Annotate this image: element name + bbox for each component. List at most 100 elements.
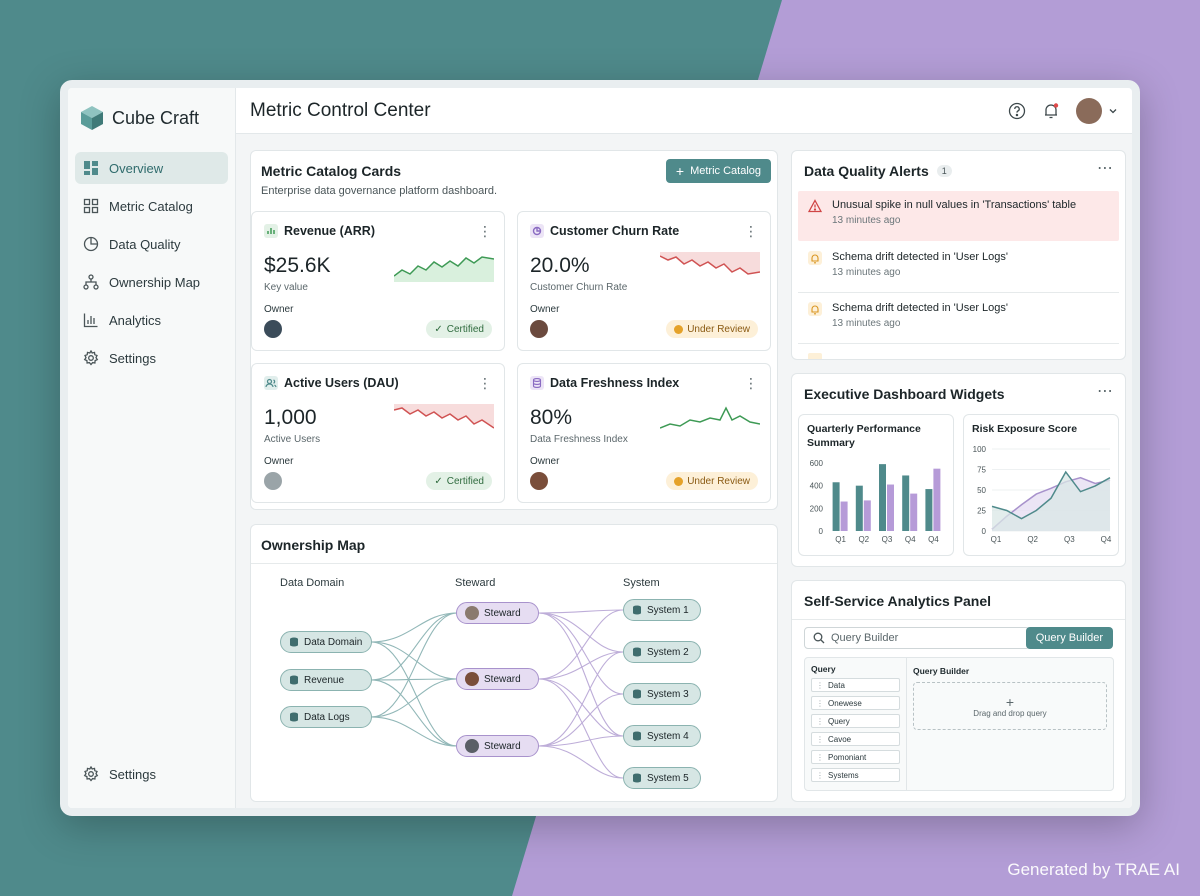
quarterly-performance-widget[interactable]: Quarterly Performance Summary 0 200 400 600… <box>798 414 954 556</box>
kebab-menu-icon[interactable]: ⋮ <box>478 375 492 391</box>
executive-widgets-panel: Executive Dashboard Widgets ⋯ Quarterly … <box>791 373 1126 567</box>
query-list-header: Query <box>811 664 836 674</box>
card-title: Revenue (ARR) <box>284 224 375 238</box>
query-list: Query ⋮ Data ⋮ Onewese ⋮ Query ⋮ Cavoe ⋮ Pomo… <box>805 658 907 790</box>
domain-node[interactable]: Data Domain <box>280 631 372 653</box>
domain-node[interactable]: Data Logs <box>280 706 372 728</box>
warning-triangle-icon <box>808 199 822 213</box>
query-item-label: Cavoe <box>828 734 852 744</box>
sidebar-item-settings[interactable]: Settings <box>75 342 228 374</box>
x-tick-label: Q4 <box>905 535 916 544</box>
query-item[interactable]: ⋮ Data <box>811 678 900 692</box>
drop-zone[interactable]: + Drag and drop query <box>913 682 1107 730</box>
drag-handle-icon: ⋮ <box>816 698 824 708</box>
kebab-menu-icon[interactable]: ⋮ <box>478 223 492 239</box>
sidebar-item-settings-bottom[interactable]: Settings <box>75 758 229 790</box>
sidebar-item-label: Overview <box>109 160 164 176</box>
drag-handle-icon: ⋮ <box>816 752 824 762</box>
alert-text: Schema drift detected in 'User Logs' <box>832 251 1009 263</box>
widget-title: Quarterly Performance Summary <box>807 423 921 449</box>
steward-node[interactable]: Steward <box>456 602 539 624</box>
owner-avatar[interactable] <box>530 320 548 338</box>
alert-item-error[interactable]: Unusual spike in null values in 'Transac… <box>798 191 1119 241</box>
bar-chart-icon <box>83 313 98 328</box>
query-item[interactable]: ⋮ Onewese <box>811 696 900 710</box>
bell-icon <box>808 302 822 316</box>
sparkline-up <box>660 406 760 429</box>
check-icon: ✓ <box>434 475 443 487</box>
query-item[interactable]: ⋮ Systems <box>811 768 900 782</box>
metric-card-revenue[interactable]: Revenue (ARR) ⋮ $25.6K Key value Owner ✓… <box>251 211 505 351</box>
alert-item-warning[interactable]: Schema drift detected in 'User Logs' 13 … <box>798 243 1119 293</box>
bar <box>832 482 840 531</box>
plus-icon: + <box>1005 693 1015 710</box>
bell-icon[interactable] <box>1042 102 1060 120</box>
bar <box>933 468 941 531</box>
more-options-icon[interactable]: ⋯ <box>1097 383 1113 400</box>
risk-exposure-widget[interactable]: Risk Exposure Score 0 25 50 75 100 Q1 Q2 Q3 Q4 <box>963 414 1119 556</box>
query-item[interactable]: ⋮ Query <box>811 714 900 728</box>
area-fill <box>992 471 1110 531</box>
sidebar-item-metric-catalog[interactable]: Metric Catalog <box>75 190 228 222</box>
ownership-map-panel: Ownership Map Data Domain Steward System <box>250 524 778 802</box>
user-menu[interactable] <box>1076 97 1118 124</box>
node-label: Steward <box>484 607 521 619</box>
owner-avatar[interactable] <box>264 472 282 490</box>
alert-time: 13 minutes ago <box>832 318 901 329</box>
metric-card-active-users[interactable]: Active Users (DAU) ⋮ 1,000 Active Users … <box>251 363 505 503</box>
more-options-icon[interactable]: ⋯ <box>1097 160 1113 177</box>
steward-node[interactable]: Steward <box>456 668 539 690</box>
kebab-menu-icon[interactable]: ⋮ <box>744 223 758 239</box>
sidebar-item-data-quality[interactable]: Data Quality <box>75 228 228 260</box>
top-actions <box>1008 97 1118 124</box>
query-item-label: Query <box>828 716 850 726</box>
owner-avatar[interactable] <box>530 472 548 490</box>
query-item[interactable]: ⋮ Pomoniant <box>811 750 900 764</box>
domain-node[interactable]: Revenue <box>280 669 372 691</box>
system-node[interactable]: System 5 <box>623 767 701 789</box>
metric-card-churn[interactable]: Customer Churn Rate ⋮ 20.0% Customer Chu… <box>517 211 771 351</box>
alert-item-warning[interactable]: Schema drift detected in 'User Logs' 13 … <box>798 294 1119 344</box>
sidebar-item-ownership-map[interactable]: Ownership Map <box>75 266 228 298</box>
system-node[interactable]: System 1 <box>623 599 701 621</box>
status-label: Under Review <box>687 323 750 335</box>
y-tick-label: 25 <box>977 507 986 516</box>
query-search-input[interactable]: Query Builder <box>804 627 1030 649</box>
gear-icon <box>83 350 99 366</box>
query-item-label: Pomoniant <box>828 752 867 762</box>
x-tick-label: Q4 <box>928 535 939 544</box>
node-label: Steward <box>484 673 521 685</box>
sidebar-item-analytics[interactable]: Analytics <box>75 304 228 336</box>
gear-icon <box>83 766 99 782</box>
node-label: Steward <box>484 740 521 752</box>
card-value: 1,000 <box>264 406 317 429</box>
kebab-menu-icon[interactable]: ⋮ <box>744 375 758 391</box>
steward-avatar <box>465 606 479 620</box>
metric-card-data-freshness[interactable]: Data Freshness Index ⋮ 80% Data Freshnes… <box>517 363 771 503</box>
bar <box>879 464 886 531</box>
help-icon[interactable] <box>1008 102 1026 120</box>
alert-count-badge: 1 <box>936 165 952 177</box>
owner-avatar[interactable] <box>264 320 282 338</box>
alert-time: 13 minutes ago <box>832 267 901 278</box>
card-subtitle: Active Users <box>264 434 321 445</box>
ownership-links <box>370 609 624 779</box>
risk-area-chart: 0 25 50 75 100 Q1 Q2 Q3 Q4 <box>973 445 1112 544</box>
sparkline-down <box>394 404 494 429</box>
x-tick-label: Q2 <box>858 535 869 544</box>
query-builder-button[interactable]: Query Builder <box>1025 627 1113 649</box>
status-badge: Under Review <box>666 472 758 490</box>
y-tick-label: 600 <box>810 459 824 468</box>
steward-node[interactable]: Steward <box>456 735 539 757</box>
system-node[interactable]: System 4 <box>623 725 701 747</box>
steward-avatar <box>465 739 479 753</box>
query-item[interactable]: ⋮ Cavoe <box>811 732 900 746</box>
sidebar-item-overview[interactable]: Overview <box>75 152 228 184</box>
brand[interactable]: Cube Craft <box>68 88 235 136</box>
steward-avatar <box>465 672 479 686</box>
card-title: Active Users (DAU) <box>284 376 399 390</box>
system-node[interactable]: System 3 <box>623 683 701 705</box>
add-metric-catalog-button[interactable]: + Metric Catalog <box>665 159 771 183</box>
system-node[interactable]: System 2 <box>623 641 701 663</box>
divider <box>792 619 1125 620</box>
